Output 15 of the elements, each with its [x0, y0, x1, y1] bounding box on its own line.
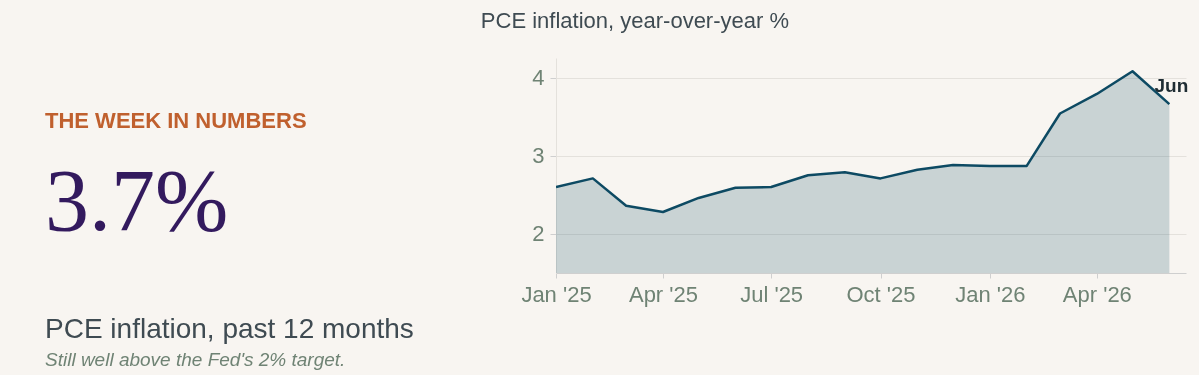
text: PCE inflation, past 12 months [45, 313, 414, 344]
x-tick-label: Jul '25 [740, 281, 804, 307]
text: Still well above the Fed's 2% target. [45, 349, 346, 370]
annotation: Jun [1154, 75, 1189, 97]
x-tick-label: Oct '25 [846, 281, 916, 307]
chart-title: PCE inflation, year-over-year % [480, 8, 789, 33]
x-tick-label: Jan '25 [521, 281, 592, 307]
text: 3.7% [45, 152, 229, 249]
x-tick-label: Apr '26 [1062, 281, 1132, 307]
y-tick-label: 4 [532, 65, 545, 91]
x-tick-label: Apr '25 [628, 281, 698, 307]
y-tick-label: 2 [532, 221, 545, 247]
y-tick-label: 3 [532, 143, 545, 169]
x-tick-label: Jan '26 [955, 281, 1026, 307]
text: THE WEEK IN NUMBERS [45, 108, 307, 133]
